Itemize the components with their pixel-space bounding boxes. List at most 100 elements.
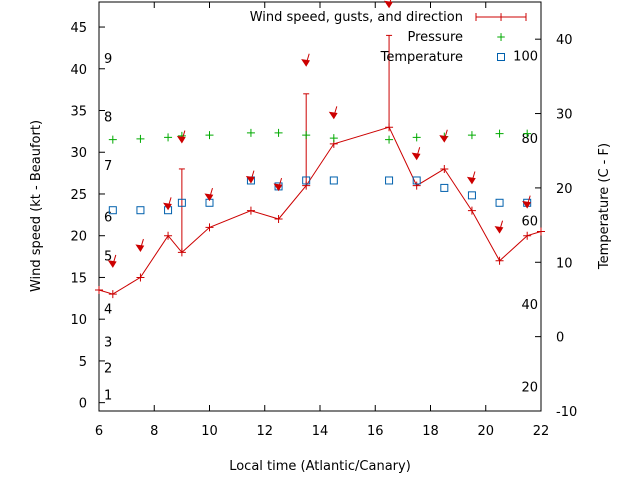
pressure-point [467, 131, 476, 140]
direction-arrow-head [176, 135, 186, 144]
y-axis-right-title: Temperature (C - F) [597, 143, 612, 270]
temperature-point [412, 176, 421, 185]
temperature-point [302, 176, 311, 185]
direction-arrow-head [522, 201, 532, 209]
temperature-point [467, 191, 476, 200]
pressure-point [412, 133, 421, 142]
x-tick-label: 12 [256, 424, 273, 439]
beaufort-label: 4 [104, 302, 112, 317]
beaufort-label: 9 [104, 52, 112, 67]
y-axis-left-title: Wind speed (kt - Beaufort) [29, 120, 44, 292]
pressure-series [108, 128, 532, 144]
fahrenheit-label: 80 [521, 132, 538, 147]
y-right-tick-label: -10 [556, 405, 577, 420]
y-left-tick-label: 20 [70, 230, 87, 245]
pressure-point [136, 134, 145, 143]
y-left-tick-label: 15 [70, 271, 87, 286]
wind-point [537, 227, 545, 236]
x-tick-label: 8 [150, 424, 158, 439]
fahrenheit-label: 20 [521, 380, 538, 395]
temperature-point [440, 183, 449, 192]
direction-arrow-head [204, 193, 214, 202]
direction-arrow-head [135, 244, 145, 253]
legend-wind-marker: + [496, 10, 506, 24]
temperature-point [495, 198, 504, 207]
temperature-point [177, 198, 186, 207]
legend-temperature-label: Temperature [380, 50, 463, 65]
pressure-point [495, 129, 504, 138]
direction-arrow-head [163, 202, 172, 211]
pressure-point [274, 128, 283, 137]
pressure-point [329, 134, 338, 143]
wind-point [495, 256, 504, 265]
pressure-point [205, 131, 214, 140]
x-tick-label: 10 [201, 424, 218, 439]
tick-marks: 6 8 10 12 14 16 18 20 22051015202530354045-10010… [70, 2, 577, 439]
x-tick-label: 16 [367, 424, 384, 439]
x-tick-label: 18 [422, 424, 439, 439]
pressure-point [246, 128, 255, 137]
temperature-point [385, 176, 394, 185]
legend-pressure-marker: + [496, 30, 506, 44]
direction-arrow-head [439, 135, 449, 143]
y-left-tick-label: 35 [70, 105, 87, 120]
y-left-tick-label: 10 [70, 313, 87, 328]
beaufort-label: 3 [104, 336, 112, 351]
legend-pressure-label: Pressure [407, 30, 463, 45]
temperature-point [136, 206, 145, 215]
pressure-point [385, 135, 394, 144]
beaufort-label: 2 [104, 362, 112, 377]
fahrenheit-label: 40 [521, 298, 538, 313]
beaufort-label: 6 [104, 211, 112, 226]
wind-series [95, 34, 545, 299]
y-left-tick-label: 5 [79, 355, 87, 370]
y-left-tick-label: 25 [70, 188, 87, 203]
wind-point [523, 231, 532, 240]
y-right-tick-label: 0 [556, 331, 564, 346]
x-tick-label: 20 [477, 424, 494, 439]
temperature-series [108, 176, 532, 215]
pressure-point [302, 131, 311, 140]
legend-wind-label: Wind speed, gusts, and direction [250, 10, 463, 25]
fahrenheit-label: 100 [513, 50, 538, 65]
y-left-tick-label: 30 [70, 146, 87, 161]
direction-arrow-head [411, 152, 421, 161]
temperature-point [108, 206, 117, 215]
beaufort-label: 7 [104, 159, 112, 174]
wind-point [164, 231, 173, 240]
direction-arrow-head [245, 175, 255, 184]
wind-point [136, 273, 145, 282]
beaufort-labels: 1 2 3 4 5 6 7 8 9 [104, 52, 112, 403]
y-left-tick-label: 40 [70, 63, 87, 78]
x-tick-label: 14 [312, 424, 329, 439]
direction-arrow-head [466, 176, 476, 185]
x-tick-label: 22 [533, 424, 550, 439]
wind-point [467, 206, 476, 215]
legend: Wind speed, gusts, and direction + Press… [250, 10, 527, 65]
x-axis-title: Local time (Atlantic/Canary) [229, 459, 411, 474]
wind-point [412, 181, 421, 190]
wind-point [274, 215, 283, 224]
direction-arrow-head [494, 226, 504, 234]
legend-temperature-marker [497, 53, 505, 61]
y-right-tick-label: 30 [556, 108, 573, 123]
direction-arrow-head [301, 59, 311, 67]
pressure-point [523, 129, 532, 138]
direction-arrows [107, 0, 532, 268]
wind-point [440, 164, 449, 173]
direction-arrow-head [273, 183, 283, 192]
y-right-tick-label: 40 [556, 33, 573, 48]
y-right-tick-label: 20 [556, 182, 573, 197]
x-tick-label: 6 [95, 424, 103, 439]
direction-arrow-head [328, 111, 338, 120]
direction-arrow-head [107, 260, 117, 268]
y-left-tick-label: 0 [79, 397, 87, 412]
direction-arrow-head [384, 0, 393, 9]
y-right-tick-label: 10 [556, 256, 573, 271]
temperature-point [329, 176, 338, 185]
fahrenheit-labels: 20 40 60 80 100 [513, 50, 538, 396]
beaufort-label: 1 [104, 388, 112, 403]
beaufort-label: 5 [104, 250, 112, 265]
pressure-point [108, 135, 117, 144]
wind-point [205, 223, 214, 232]
